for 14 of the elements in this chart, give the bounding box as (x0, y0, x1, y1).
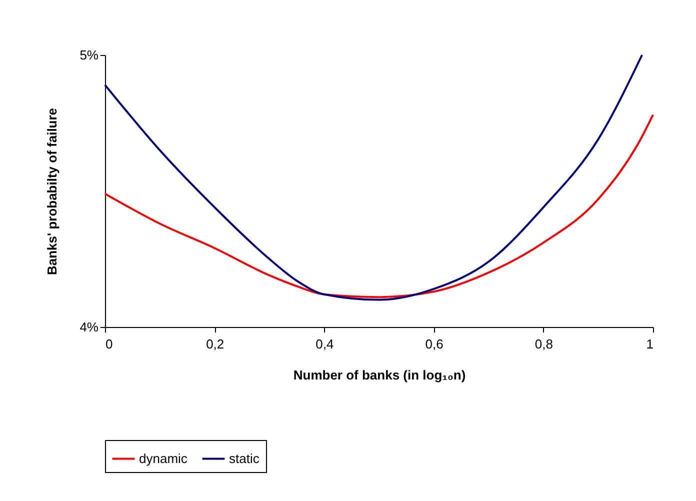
line-series (104, 54, 644, 301)
x-axis-title: Number of banks (in log₁₀n) (293, 368, 466, 382)
x-tick-label: 0,4 (316, 336, 334, 352)
legend-label: static (229, 450, 260, 466)
x-tick-label: 0,8 (534, 336, 553, 352)
x-tick-label: 1 (646, 336, 654, 352)
y-axis-title: Banks' probabilty of failure (44, 108, 60, 276)
x-tick-label: 0,6 (425, 336, 444, 352)
line-series (104, 114, 654, 298)
x-tick-label: 0,2 (206, 336, 224, 352)
y-tick-label: 4% (80, 320, 99, 334)
legend-label: dynamic (139, 450, 188, 466)
x-tick-label: 0 (106, 336, 113, 352)
y-tick-label: 5% (80, 48, 99, 62)
